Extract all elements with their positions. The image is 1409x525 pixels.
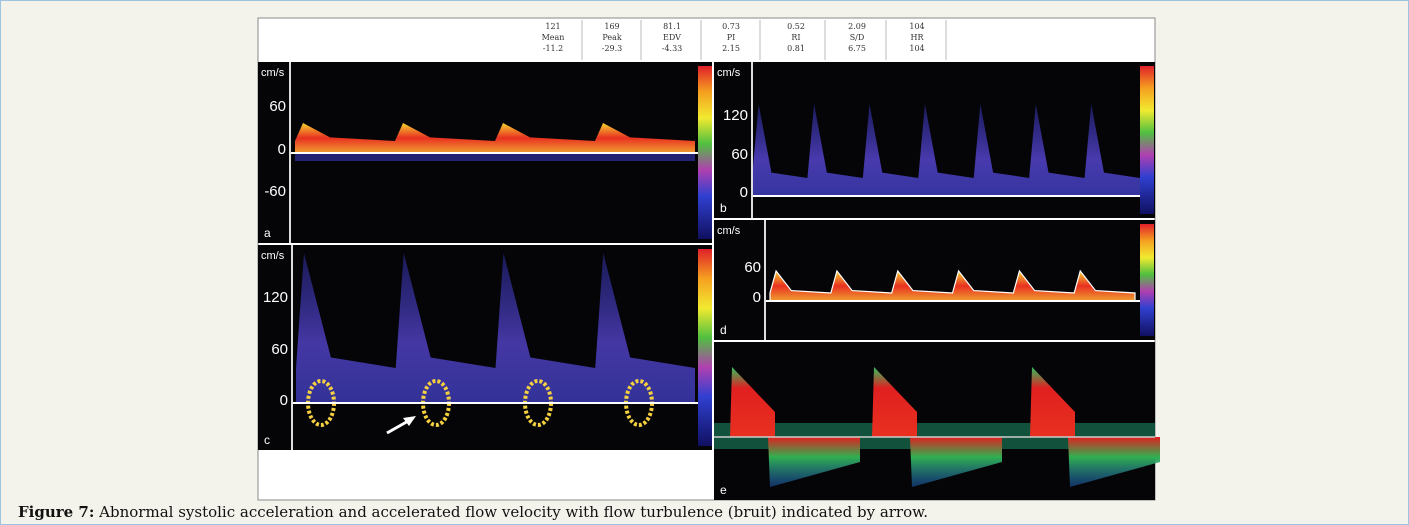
caption-text: Abnormal systolic acceleration and accel…: [99, 503, 928, 521]
header-cell: 2.15: [722, 44, 740, 53]
unit-label: cm/s: [261, 250, 285, 262]
waveform: [769, 269, 1136, 302]
color-bar: [1140, 66, 1154, 214]
reverse-flow: [910, 437, 1002, 487]
tick-label: 0: [753, 289, 761, 306]
header-cell: -11.2: [543, 44, 564, 53]
header-cell: HR: [911, 33, 925, 42]
unit-label: cm/s: [717, 225, 741, 237]
reverse-flow: [1068, 437, 1160, 487]
header-cell: PI: [727, 33, 736, 42]
header-cell: 104: [909, 22, 924, 31]
systolic-flow: [1030, 367, 1075, 437]
systolic-flow: [730, 367, 775, 437]
panel-letter: b: [720, 201, 727, 215]
figure: 121 Mean -11.2 169 Peak -29.3 81.1 EDV -4.33 0.73…: [257, 17, 1160, 501]
tick-label: 120: [263, 289, 288, 306]
color-bar: [1140, 224, 1154, 336]
panel-letter: e: [720, 483, 727, 497]
header-cell: 0.73: [722, 22, 740, 31]
color-bar: [698, 249, 712, 446]
tick-label: 60: [269, 98, 286, 115]
header-cell: Mean: [542, 33, 565, 42]
header-cell: 0.52: [787, 22, 805, 31]
color-bar: [698, 66, 712, 239]
tick-label: -60: [264, 183, 286, 200]
reverse-flow: [295, 153, 695, 161]
header-cell: 2.09: [848, 22, 866, 31]
header-cell: EDV: [663, 33, 681, 42]
panel-letter: a: [264, 226, 271, 240]
arrow-head: [403, 416, 416, 426]
header-cell: -4.33: [662, 44, 683, 53]
tick-label: 60: [271, 341, 288, 358]
unit-label: cm/s: [261, 67, 285, 79]
header-cell: 121: [545, 22, 560, 31]
panel-letter: c: [264, 433, 270, 447]
header-cell: 6.75: [848, 44, 866, 53]
waveform: [296, 253, 695, 403]
header-cell: 0.81: [787, 44, 805, 53]
caption-label: Figure 7:: [18, 503, 95, 521]
header-cell: Peak: [602, 33, 622, 42]
tick-label: 0: [278, 141, 286, 158]
tick-label: 120: [723, 107, 748, 124]
header-cell: S/D: [850, 33, 865, 42]
header-cell: -29.3: [602, 44, 623, 53]
header-cell: 81.1: [663, 22, 681, 31]
tick-label: 60: [744, 259, 761, 276]
tick-label: 0: [280, 392, 288, 409]
waveform: [295, 123, 695, 153]
panel-letter: d: [720, 323, 727, 337]
header-cell: RI: [791, 33, 800, 42]
tick-label: 60: [731, 146, 748, 163]
reverse-flow: [768, 437, 860, 487]
header-cell: 104: [909, 44, 924, 53]
systolic-flow: [872, 367, 917, 437]
header-cell: 169: [604, 22, 619, 31]
caption: Figure 7: Abnormal systolic acceleration…: [18, 503, 928, 521]
unit-label: cm/s: [717, 67, 741, 79]
tick-label: 0: [740, 184, 748, 201]
waveform: [752, 104, 1140, 196]
